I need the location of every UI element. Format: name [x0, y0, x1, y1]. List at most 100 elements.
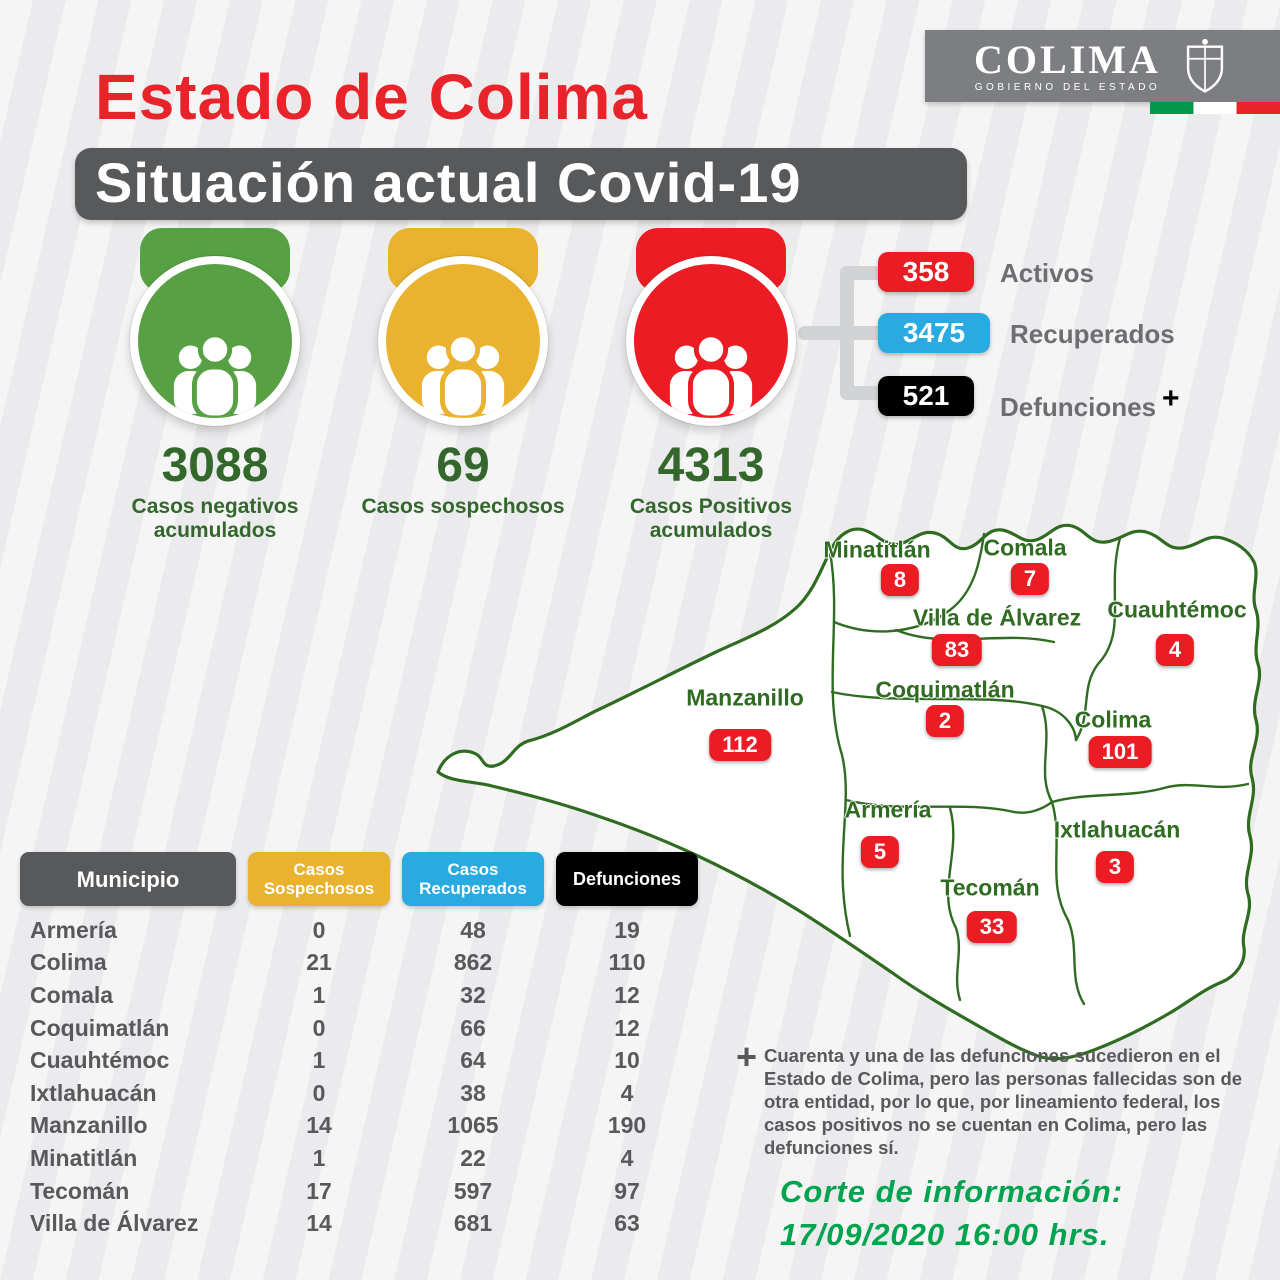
map-badge-manzanillo: 112 [709, 729, 771, 761]
map-badge-cuauhtemoc: 4 [1155, 634, 1195, 666]
col-header-sospechosos: Casos Sospechosos [248, 852, 390, 906]
stat-label-negativos: Casos negativos acumulados [95, 495, 335, 543]
bracket-line [840, 266, 882, 280]
cell-municipio: Cuauhtémoc [30, 1047, 170, 1074]
table-row-coquimatlan: Coquimatlán 0 66 12 [20, 1012, 710, 1045]
map-label-coquimatlan: Coquimatlán [875, 676, 1015, 703]
cell-sospechosos: 1 [312, 1144, 326, 1171]
cell-municipio: Ixtlahuacán [30, 1079, 157, 1106]
logo-subtitle: GOBIERNO DEL ESTADO [974, 81, 1161, 93]
stat-label-positivos: Casos Positivos acumulados [591, 495, 831, 543]
header-line: Casos [293, 860, 345, 879]
stat-label-line2: acumulados [153, 519, 277, 542]
defunciones-footnote-marker: + [1162, 382, 1180, 415]
state-outline [436, 523, 1261, 1061]
cutoff-line1: Corte de información: [780, 1174, 1124, 1209]
page-title: Estado de Colima [95, 61, 648, 133]
cell-municipio: Comala [30, 981, 114, 1008]
cell-sospechosos: 0 [312, 1079, 326, 1106]
cell-recuperados: 32 [460, 981, 486, 1008]
badge-recuperados: 3475 [878, 313, 990, 353]
people-group-icon [626, 256, 796, 426]
cell-sospechosos: 0 [312, 1014, 326, 1041]
cell-sospechosos: 14 [306, 1210, 332, 1237]
cell-defunciones: 12 [614, 981, 640, 1008]
subtitle-banner: Situación actual Covid-19 [75, 148, 967, 220]
table-row-comala: Comala 1 32 12 [20, 979, 710, 1012]
mexico-flag-stripe [1150, 102, 1280, 114]
cell-defunciones: 190 [607, 1112, 647, 1139]
cell-sospechosos: 17 [306, 1177, 332, 1204]
cell-sospechosos: 1 [312, 981, 326, 1008]
cell-recuperados: 48 [460, 916, 486, 943]
cell-sospechosos: 1 [312, 1047, 326, 1074]
map-label-ixtlahuacan: Ixtlahuacán [1053, 816, 1181, 843]
cell-defunciones: 10 [614, 1047, 640, 1074]
cell-defunciones: 110 [608, 949, 646, 976]
map-label-tecoman: Tecomán [940, 874, 1040, 901]
cell-defunciones: 97 [614, 1177, 640, 1204]
cell-sospechosos: 21 [306, 949, 332, 976]
label-activos: Activos [1000, 258, 1094, 288]
cell-municipio: Armería [30, 916, 117, 943]
municipal-borders [828, 532, 1250, 1006]
municipio-table: Municipio Casos Sospechosos Casos Recupe… [20, 852, 710, 1240]
stat-value-positivos: 4313 [657, 439, 765, 492]
bracket-line [840, 266, 854, 400]
state-map-svg [436, 523, 1261, 1061]
cell-recuperados: 66 [460, 1014, 486, 1041]
map-label-manzanillo: Manzanillo [686, 684, 804, 711]
label-recuperados: Recuperados [1010, 319, 1175, 349]
stat-label-line1: Casos negativos [131, 495, 299, 518]
label-defunciones: Defunciones + [1000, 382, 1180, 423]
map-label-minatitlan: Minatitlán [823, 536, 931, 563]
summary-stats: 3088 Casos negativos acumulados 69 Casos… [95, 228, 831, 543]
table-row-minatitlan: Minatitlán 1 22 4 [20, 1142, 710, 1175]
cell-defunciones: 4 [620, 1079, 634, 1106]
cell-recuperados: 38 [460, 1079, 486, 1106]
logo-name: COLIMA [974, 36, 1161, 82]
coat-of-arms-icon [1186, 38, 1224, 93]
cell-municipio: Manzanillo [30, 1112, 148, 1139]
cell-municipio: Villa de Álvarez [30, 1210, 199, 1237]
table-row-ixtlahuacan: Ixtlahuacán 0 38 4 [20, 1077, 710, 1110]
table-row-villa-de-alvarez: Villa de Álvarez 14 681 63 [20, 1207, 710, 1240]
map-badge-tecoman: 33 [966, 911, 1018, 943]
table-row-armeria: Armería 0 48 19 [20, 914, 710, 947]
map-label-armeria: Armería [844, 796, 932, 823]
defunciones-text: Defunciones [1000, 392, 1157, 422]
table-row-manzanillo: Manzanillo 14 1065 190 [20, 1110, 710, 1143]
map-label-villa-de-alvarez: Villa de Álvarez [912, 604, 1082, 631]
cell-recuperados: 862 [453, 949, 493, 976]
stat-value-sospechosos: 69 [436, 439, 490, 492]
badge-defunciones: 521 [878, 376, 974, 416]
government-logo: COLIMA GOBIERNO DEL ESTADO [925, 30, 1280, 102]
footnote-text: Cuarenta y una de las defunciones sucedi… [764, 1045, 1243, 1158]
cell-municipio: Coquimatlán [30, 1014, 170, 1041]
table-header-row: Municipio Casos Sospechosos Casos Recupe… [20, 852, 710, 906]
map-badge-coquimatlan: 2 [925, 705, 965, 737]
map-label-colima: Colima [1074, 706, 1152, 733]
stat-value-negativos: 3088 [161, 439, 269, 492]
col-header-municipio: Municipio [20, 852, 236, 906]
col-header-recuperados: Casos Recuperados [402, 852, 544, 906]
cell-recuperados: 597 [453, 1177, 493, 1204]
cell-municipio: Colima [30, 949, 107, 976]
stat-label-sospechosos: Casos sospechosos [343, 495, 583, 519]
people-group-icon [130, 256, 300, 426]
table-row-cuauhtemoc: Cuauhtémoc 1 64 10 [20, 1044, 710, 1077]
cell-recuperados: 1065 [447, 1112, 499, 1139]
map-badge-minatitlan: 8 [880, 564, 920, 596]
bracket-line [840, 386, 882, 400]
people-group-icon [378, 256, 548, 426]
cell-recuperados: 22 [460, 1144, 486, 1171]
cell-municipio: Minatitlán [30, 1144, 138, 1171]
table-row-colima: Colima 21 862 110 [20, 947, 710, 980]
stat-label-line2: acumulados [649, 519, 773, 542]
cutoff-info: Corte de información: 17/09/2020 16:00 h… [780, 1170, 1123, 1256]
cell-municipio: Tecomán [30, 1177, 130, 1204]
badge-activos: 358 [878, 252, 974, 292]
stat-label-line1: Casos sospechosos [361, 495, 565, 518]
cutoff-line2: 17/09/2020 16:00 hrs. [780, 1217, 1110, 1252]
